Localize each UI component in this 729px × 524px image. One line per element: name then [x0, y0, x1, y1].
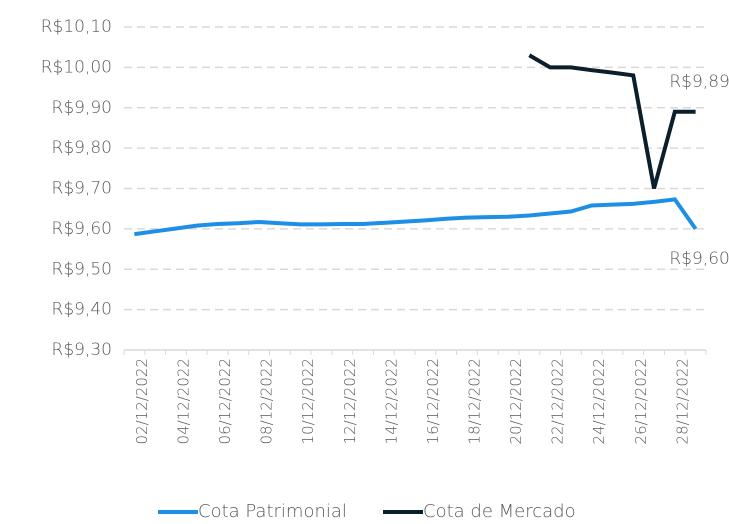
x-tick-label: 24/12/2022: [590, 358, 608, 444]
y-tick-label: R$10,10: [41, 17, 112, 37]
x-tick-label: 04/12/2022: [174, 358, 192, 444]
x-tick-label: 10/12/2022: [299, 358, 317, 444]
x-tick-label: 28/12/2022: [673, 358, 691, 444]
y-tick-label: R$9,30: [52, 340, 112, 360]
y-tick-label: R$9,40: [52, 300, 112, 320]
data-label: R$9,89: [669, 72, 729, 92]
legend-label: Cota de Mercado: [423, 501, 576, 522]
x-tick-label: 06/12/2022: [216, 358, 234, 444]
y-tick-label: R$10,00: [41, 57, 112, 77]
y-tick-label: R$9,60: [52, 219, 112, 239]
legend-label: Cota Patrimonial: [198, 501, 347, 522]
x-tick-label: 18/12/2022: [465, 358, 483, 444]
x-tick-label: 26/12/2022: [632, 358, 650, 444]
series-line: [528, 53, 696, 190]
y-tick-label: R$9,50: [52, 259, 112, 279]
data-label: R$9,60: [669, 249, 729, 269]
x-tick-label: 12/12/2022: [341, 358, 359, 444]
y-tick-label: R$9,70: [52, 179, 112, 199]
x-tick-label: 08/12/2022: [258, 358, 276, 444]
series-line: [134, 197, 698, 237]
x-tick-label: 20/12/2022: [507, 358, 525, 444]
y-tick-label: R$9,80: [52, 138, 112, 158]
x-tick-label: 22/12/2022: [549, 358, 567, 444]
x-tick-label: 16/12/2022: [424, 358, 442, 444]
x-tick-label: 02/12/2022: [133, 358, 151, 444]
x-tick-label: 14/12/2022: [382, 358, 400, 444]
y-tick-label: R$9,90: [52, 98, 112, 118]
